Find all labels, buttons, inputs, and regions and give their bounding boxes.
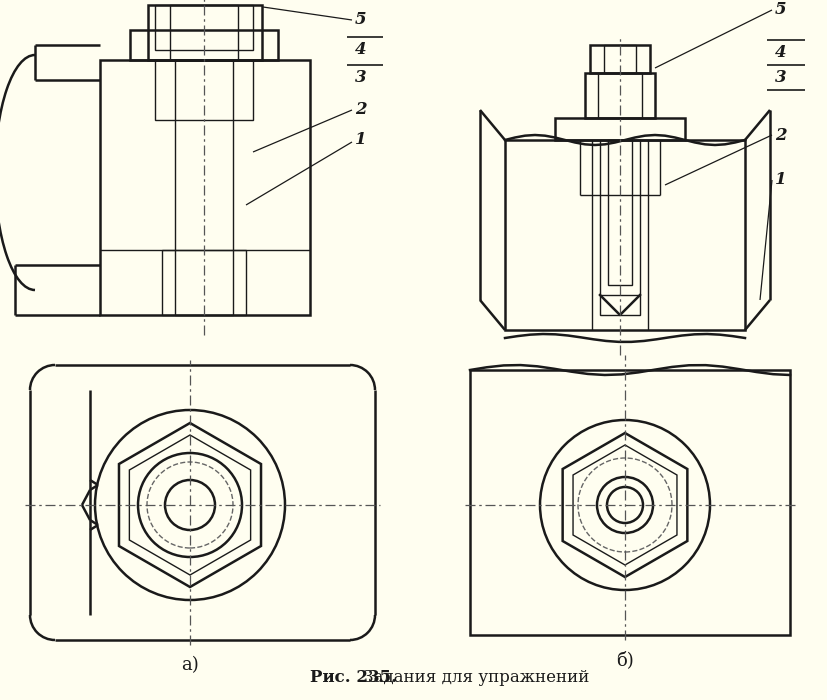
- Bar: [554, 118, 684, 140]
- Bar: [597, 73, 641, 118]
- Bar: [155, 5, 253, 50]
- Bar: [130, 30, 278, 60]
- Text: а): а): [181, 656, 198, 674]
- Text: 4: 4: [355, 41, 366, 59]
- Text: 2: 2: [355, 102, 366, 118]
- Bar: [504, 140, 744, 330]
- Bar: [170, 5, 237, 60]
- Bar: [148, 5, 261, 60]
- Bar: [155, 60, 253, 120]
- Text: 3: 3: [355, 69, 366, 87]
- Bar: [603, 45, 635, 73]
- Bar: [174, 60, 232, 315]
- Text: Рис. 235.: Рис. 235.: [310, 669, 397, 687]
- Bar: [100, 60, 309, 315]
- Bar: [162, 250, 246, 315]
- Text: 2: 2: [774, 127, 786, 144]
- Text: б): б): [615, 651, 633, 669]
- Text: 4: 4: [774, 44, 786, 61]
- Bar: [585, 73, 654, 118]
- Text: 5: 5: [355, 11, 366, 29]
- Text: 5: 5: [774, 1, 786, 18]
- Text: Задания для упражнений: Задания для упражнений: [358, 669, 589, 687]
- Bar: [470, 370, 789, 635]
- Text: 1: 1: [774, 172, 786, 188]
- Bar: [607, 140, 631, 285]
- Text: 3: 3: [774, 69, 786, 86]
- Bar: [600, 140, 639, 315]
- Bar: [590, 45, 649, 73]
- Text: 1: 1: [355, 132, 366, 148]
